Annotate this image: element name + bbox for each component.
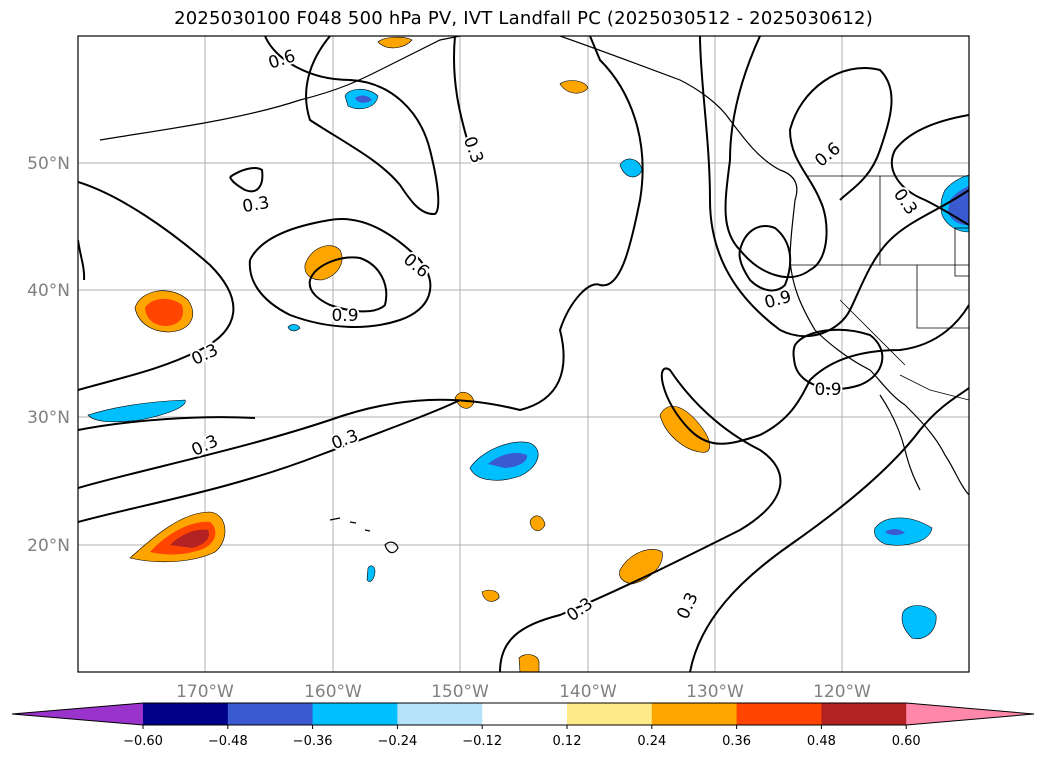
colorbar-tick-label: −0.60 bbox=[123, 734, 163, 749]
ivt-shading bbox=[87, 36, 969, 672]
contour-label: 0.3 bbox=[241, 193, 271, 217]
contour-label: 0.3 bbox=[189, 431, 222, 461]
map-frame bbox=[77, 35, 970, 673]
lon-label: 120°W bbox=[813, 682, 871, 702]
colorbar-ticks: −0.60 −0.48 −0.36 −0.24 −0.12 0.12 0.24 0.36 0.4… bbox=[123, 725, 921, 749]
ivt-positive-blob bbox=[481, 589, 500, 602]
contour-label: 0.3 bbox=[563, 594, 597, 626]
colorbar-extend-max bbox=[906, 703, 1034, 725]
colorbar-tick-label: −0.48 bbox=[208, 734, 248, 749]
colorbar-extend-min bbox=[12, 703, 143, 725]
colorbar-tick-label: −0.36 bbox=[293, 734, 333, 749]
ivt-positive-blob bbox=[518, 654, 540, 672]
colorbar-segment bbox=[821, 703, 907, 725]
latitude-axis: 50°N 40°N 30°N 20°N bbox=[27, 154, 70, 556]
colorbar-segment bbox=[567, 703, 653, 725]
ivt-positive-blob bbox=[145, 298, 184, 326]
contour-label: 0.3 bbox=[459, 134, 487, 166]
ivt-negative-blob bbox=[366, 565, 376, 582]
contour-label: 0.6 bbox=[266, 46, 298, 73]
contour-label: 0.6 bbox=[811, 139, 845, 172]
lat-label: 20°N bbox=[27, 536, 70, 556]
colorbar-segment bbox=[312, 703, 398, 725]
ivt-positive-blob bbox=[304, 245, 343, 281]
contour-label: 0.3 bbox=[889, 185, 921, 219]
colorbar-tick-label: 0.60 bbox=[892, 734, 921, 749]
colorbar-segment bbox=[143, 703, 229, 725]
ivt-negative-blob bbox=[885, 529, 905, 536]
contour-label: 0.3 bbox=[189, 340, 222, 370]
colorbar-tick-label: 0.12 bbox=[553, 734, 582, 749]
lon-label: 150°W bbox=[431, 682, 489, 702]
colorbar-tick-label: −0.24 bbox=[377, 734, 417, 749]
colorbar-segment bbox=[482, 703, 568, 725]
ivt-negative-blob bbox=[874, 517, 933, 546]
colorbar-segment bbox=[736, 703, 822, 725]
ivt-positive-blob bbox=[377, 36, 413, 49]
colorbar-tick-label: −0.12 bbox=[462, 734, 502, 749]
longitude-axis: 170°W 160°W 150°W 140°W 130°W 120°W bbox=[176, 682, 871, 702]
ivt-negative-blob bbox=[901, 605, 937, 640]
lon-label: 160°W bbox=[304, 682, 362, 702]
ivt-positive-blob bbox=[170, 529, 210, 548]
colorbar-tick-label: 0.36 bbox=[722, 734, 751, 749]
colorbar-segment bbox=[651, 703, 738, 725]
ivt-positive-blob bbox=[559, 80, 589, 94]
colorbar-tick-label: 0.48 bbox=[807, 734, 836, 749]
colorbar-segment bbox=[397, 703, 483, 725]
map-title: 2025030100 F048 500 hPa PV, IVT Landfall… bbox=[174, 8, 873, 29]
lon-label: 140°W bbox=[559, 682, 617, 702]
ivt-positive-blob bbox=[659, 406, 711, 453]
colorbar-segment bbox=[227, 703, 314, 725]
lat-label: 50°N bbox=[27, 154, 70, 174]
colorbar-tick-label: 0.24 bbox=[637, 734, 666, 749]
lat-label: 40°N bbox=[27, 281, 70, 301]
ivt-negative-blob bbox=[87, 399, 186, 423]
pv-contours bbox=[78, 36, 969, 672]
lon-label: 170°W bbox=[176, 682, 234, 702]
contour-label: 0.3 bbox=[329, 426, 361, 454]
state-borders bbox=[790, 175, 969, 401]
contour-label: 0.9 bbox=[331, 306, 358, 326]
lon-label: 130°W bbox=[686, 682, 744, 702]
ivt-negative-blob bbox=[619, 158, 643, 178]
ivt-negative-blob bbox=[488, 453, 528, 468]
contour-label: 0.3 bbox=[673, 590, 703, 623]
contour-label: 0.6 bbox=[399, 250, 433, 283]
lat-label: 30°N bbox=[27, 408, 70, 428]
ivt-negative-blob bbox=[355, 95, 372, 103]
contour-label: 0.9 bbox=[814, 380, 841, 400]
colorbar bbox=[11, 702, 1035, 726]
ivt-negative-blob bbox=[287, 324, 301, 332]
coastlines bbox=[99, 36, 969, 554]
ivt-positive-blob bbox=[529, 515, 546, 531]
